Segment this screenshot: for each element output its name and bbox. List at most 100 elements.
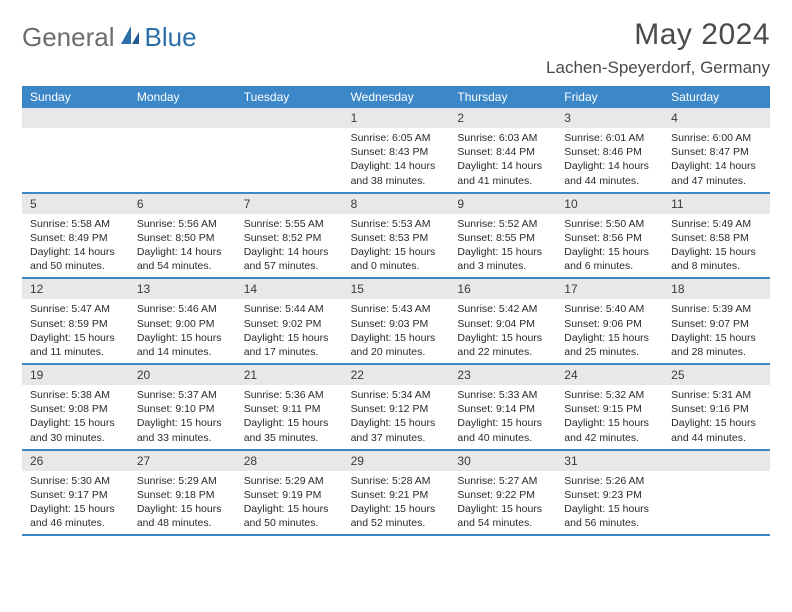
logo: General Blue bbox=[22, 22, 197, 53]
day-number: 26 bbox=[22, 451, 129, 471]
daylight-text: Daylight: 15 hours and 22 minutes. bbox=[457, 331, 548, 359]
daylight-text: Daylight: 15 hours and 48 minutes. bbox=[137, 502, 228, 530]
daylight-text: Daylight: 15 hours and 30 minutes. bbox=[30, 416, 121, 444]
day-details: Sunrise: 5:49 AMSunset: 8:58 PMDaylight:… bbox=[663, 214, 770, 278]
day-details bbox=[236, 128, 343, 190]
sunset-text: Sunset: 9:11 PM bbox=[244, 402, 335, 416]
day-cell: 12Sunrise: 5:47 AMSunset: 8:59 PMDayligh… bbox=[22, 279, 129, 363]
day-details: Sunrise: 5:55 AMSunset: 8:52 PMDaylight:… bbox=[236, 214, 343, 278]
day-details: Sunrise: 5:39 AMSunset: 9:07 PMDaylight:… bbox=[663, 299, 770, 363]
day-details: Sunrise: 5:47 AMSunset: 8:59 PMDaylight:… bbox=[22, 299, 129, 363]
sunrise-text: Sunrise: 5:29 AM bbox=[244, 474, 335, 488]
sunset-text: Sunset: 8:50 PM bbox=[137, 231, 228, 245]
daylight-text: Daylight: 15 hours and 14 minutes. bbox=[137, 331, 228, 359]
sunrise-text: Sunrise: 5:44 AM bbox=[244, 302, 335, 316]
day-details: Sunrise: 5:34 AMSunset: 9:12 PMDaylight:… bbox=[343, 385, 450, 449]
day-cell: 8Sunrise: 5:53 AMSunset: 8:53 PMDaylight… bbox=[343, 194, 450, 278]
day-details bbox=[663, 471, 770, 533]
sunset-text: Sunset: 8:46 PM bbox=[564, 145, 655, 159]
day-cell: 22Sunrise: 5:34 AMSunset: 9:12 PMDayligh… bbox=[343, 365, 450, 449]
sunset-text: Sunset: 9:03 PM bbox=[351, 317, 442, 331]
sunset-text: Sunset: 8:52 PM bbox=[244, 231, 335, 245]
day-cell: 23Sunrise: 5:33 AMSunset: 9:14 PMDayligh… bbox=[449, 365, 556, 449]
day-details: Sunrise: 5:28 AMSunset: 9:21 PMDaylight:… bbox=[343, 471, 450, 535]
sunset-text: Sunset: 9:07 PM bbox=[671, 317, 762, 331]
daylight-text: Daylight: 15 hours and 25 minutes. bbox=[564, 331, 655, 359]
logo-text-blue: Blue bbox=[145, 22, 197, 53]
day-number: 22 bbox=[343, 365, 450, 385]
daylight-text: Daylight: 15 hours and 56 minutes. bbox=[564, 502, 655, 530]
sunset-text: Sunset: 9:18 PM bbox=[137, 488, 228, 502]
day-details: Sunrise: 6:01 AMSunset: 8:46 PMDaylight:… bbox=[556, 128, 663, 192]
day-cell bbox=[663, 451, 770, 535]
day-details: Sunrise: 5:56 AMSunset: 8:50 PMDaylight:… bbox=[129, 214, 236, 278]
day-header-cell: Tuesday bbox=[236, 86, 343, 108]
sunrise-text: Sunrise: 5:42 AM bbox=[457, 302, 548, 316]
day-details: Sunrise: 5:42 AMSunset: 9:04 PMDaylight:… bbox=[449, 299, 556, 363]
day-number: 15 bbox=[343, 279, 450, 299]
sunset-text: Sunset: 8:58 PM bbox=[671, 231, 762, 245]
day-number: 11 bbox=[663, 194, 770, 214]
sunset-text: Sunset: 8:43 PM bbox=[351, 145, 442, 159]
daylight-text: Daylight: 15 hours and 40 minutes. bbox=[457, 416, 548, 444]
sunset-text: Sunset: 8:44 PM bbox=[457, 145, 548, 159]
day-details: Sunrise: 5:52 AMSunset: 8:55 PMDaylight:… bbox=[449, 214, 556, 278]
day-cell: 30Sunrise: 5:27 AMSunset: 9:22 PMDayligh… bbox=[449, 451, 556, 535]
daylight-text: Daylight: 15 hours and 11 minutes. bbox=[30, 331, 121, 359]
day-details: Sunrise: 5:31 AMSunset: 9:16 PMDaylight:… bbox=[663, 385, 770, 449]
sunrise-text: Sunrise: 5:31 AM bbox=[671, 388, 762, 402]
day-cell: 4Sunrise: 6:00 AMSunset: 8:47 PMDaylight… bbox=[663, 108, 770, 192]
sunrise-text: Sunrise: 6:03 AM bbox=[457, 131, 548, 145]
day-number: 13 bbox=[129, 279, 236, 299]
sunset-text: Sunset: 8:49 PM bbox=[30, 231, 121, 245]
daylight-text: Daylight: 15 hours and 46 minutes. bbox=[30, 502, 121, 530]
daylight-text: Daylight: 15 hours and 20 minutes. bbox=[351, 331, 442, 359]
day-details: Sunrise: 6:03 AMSunset: 8:44 PMDaylight:… bbox=[449, 128, 556, 192]
daylight-text: Daylight: 15 hours and 28 minutes. bbox=[671, 331, 762, 359]
sunset-text: Sunset: 9:08 PM bbox=[30, 402, 121, 416]
day-number: 24 bbox=[556, 365, 663, 385]
sunrise-text: Sunrise: 5:30 AM bbox=[30, 474, 121, 488]
daylight-text: Daylight: 15 hours and 33 minutes. bbox=[137, 416, 228, 444]
sunset-text: Sunset: 9:14 PM bbox=[457, 402, 548, 416]
day-number: 17 bbox=[556, 279, 663, 299]
day-number: 5 bbox=[22, 194, 129, 214]
day-header-cell: Thursday bbox=[449, 86, 556, 108]
sunset-text: Sunset: 8:56 PM bbox=[564, 231, 655, 245]
day-details: Sunrise: 5:58 AMSunset: 8:49 PMDaylight:… bbox=[22, 214, 129, 278]
sunset-text: Sunset: 9:06 PM bbox=[564, 317, 655, 331]
sunrise-text: Sunrise: 5:47 AM bbox=[30, 302, 121, 316]
sunrise-text: Sunrise: 5:28 AM bbox=[351, 474, 442, 488]
logo-text-general: General bbox=[22, 22, 115, 53]
day-details: Sunrise: 5:37 AMSunset: 9:10 PMDaylight:… bbox=[129, 385, 236, 449]
day-cell: 1Sunrise: 6:05 AMSunset: 8:43 PMDaylight… bbox=[343, 108, 450, 192]
daylight-text: Daylight: 14 hours and 57 minutes. bbox=[244, 245, 335, 273]
day-details: Sunrise: 5:26 AMSunset: 9:23 PMDaylight:… bbox=[556, 471, 663, 535]
day-cell: 18Sunrise: 5:39 AMSunset: 9:07 PMDayligh… bbox=[663, 279, 770, 363]
sunset-text: Sunset: 8:53 PM bbox=[351, 231, 442, 245]
day-number: 10 bbox=[556, 194, 663, 214]
day-cell: 3Sunrise: 6:01 AMSunset: 8:46 PMDaylight… bbox=[556, 108, 663, 192]
day-number: 20 bbox=[129, 365, 236, 385]
sunset-text: Sunset: 8:47 PM bbox=[671, 145, 762, 159]
day-number: 7 bbox=[236, 194, 343, 214]
day-details bbox=[22, 128, 129, 190]
sunrise-text: Sunrise: 5:36 AM bbox=[244, 388, 335, 402]
sunrise-text: Sunrise: 5:55 AM bbox=[244, 217, 335, 231]
day-number: 14 bbox=[236, 279, 343, 299]
location: Lachen-Speyerdorf, Germany bbox=[546, 58, 770, 78]
day-header-row: SundayMondayTuesdayWednesdayThursdayFrid… bbox=[22, 86, 770, 108]
daylight-text: Daylight: 14 hours and 44 minutes. bbox=[564, 159, 655, 187]
sunrise-text: Sunrise: 6:01 AM bbox=[564, 131, 655, 145]
daylight-text: Daylight: 15 hours and 54 minutes. bbox=[457, 502, 548, 530]
day-cell: 25Sunrise: 5:31 AMSunset: 9:16 PMDayligh… bbox=[663, 365, 770, 449]
day-cell bbox=[129, 108, 236, 192]
day-cell: 31Sunrise: 5:26 AMSunset: 9:23 PMDayligh… bbox=[556, 451, 663, 535]
day-cell: 21Sunrise: 5:36 AMSunset: 9:11 PMDayligh… bbox=[236, 365, 343, 449]
sunrise-text: Sunrise: 5:38 AM bbox=[30, 388, 121, 402]
sunset-text: Sunset: 9:22 PM bbox=[457, 488, 548, 502]
day-cell: 26Sunrise: 5:30 AMSunset: 9:17 PMDayligh… bbox=[22, 451, 129, 535]
day-number: 9 bbox=[449, 194, 556, 214]
day-number: 30 bbox=[449, 451, 556, 471]
day-cell: 10Sunrise: 5:50 AMSunset: 8:56 PMDayligh… bbox=[556, 194, 663, 278]
